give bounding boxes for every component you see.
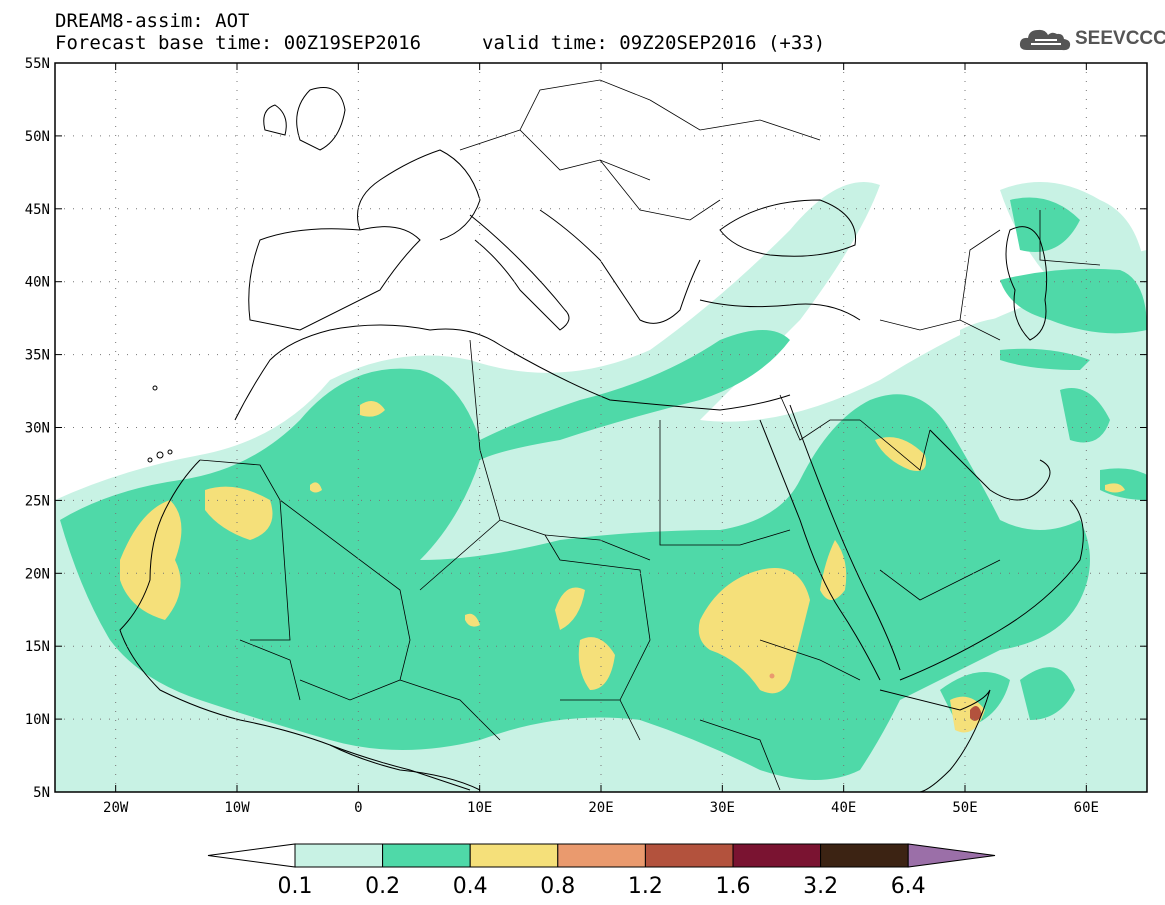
lat-label: 50N	[25, 129, 50, 145]
lat-label: 25N	[25, 493, 50, 509]
lon-label: 0	[354, 800, 362, 816]
lat-label: 45N	[25, 202, 50, 218]
colorbar-arrow-low	[207, 843, 296, 868]
lat-label: 30N	[25, 421, 50, 437]
colorbar-swatch	[644, 843, 734, 868]
seevccc-logo: SEEVCCC	[1017, 24, 1165, 56]
lat-label: 35N	[25, 348, 50, 364]
lon-label: 20W	[103, 800, 129, 816]
colorbar-swatch	[820, 843, 909, 868]
colorbar-label: 6.4	[891, 874, 926, 899]
lat-label: 20N	[25, 566, 50, 582]
forecast-base-time: Forecast base time: 00Z19SEP2016	[55, 32, 422, 54]
aot-band-0-2	[60, 197, 1147, 780]
aot-band-high	[769, 673, 982, 721]
lat-label: 10N	[25, 712, 50, 728]
colorbar-arrow-high	[907, 843, 996, 868]
lon-label: 30E	[710, 800, 735, 816]
colorbar-swatch	[382, 843, 471, 868]
map-frame	[54, 62, 1148, 793]
colorbar-swatch	[294, 843, 384, 868]
lat-label: 5N	[33, 785, 50, 801]
colorbar-label: 1.6	[716, 874, 751, 899]
lat-label: 15N	[25, 639, 50, 655]
lat-lon-grid	[55, 62, 1147, 793]
lat-label: 40N	[25, 275, 50, 291]
lon-label: 20E	[588, 800, 613, 816]
lon-label: 10E	[467, 800, 492, 816]
lon-label: 50E	[952, 800, 977, 816]
valid-time: valid time: 09Z20SEP2016 (+33)	[482, 32, 826, 54]
colorbar-label: 0.1	[278, 874, 313, 899]
lat-label: 55N	[25, 56, 50, 72]
lon-label: 60E	[1074, 800, 1099, 816]
lon-label: 10W	[224, 800, 250, 816]
logo-text: SEEVCCC	[1075, 28, 1165, 49]
colorbar-label: 3.2	[803, 874, 838, 899]
aot-field	[55, 182, 1147, 792]
colorbar-label: 0.2	[365, 874, 400, 899]
colorbar-swatch	[469, 843, 559, 868]
country-borders	[199, 79, 1101, 791]
cloud-logo-icon	[1019, 29, 1071, 51]
aot-band-0-4	[120, 401, 1125, 733]
coastlines	[119, 87, 1084, 792]
colorbar-label: 1.2	[628, 874, 663, 899]
map-title: DREAM8-assim: AOT	[55, 10, 250, 32]
colorbar-label: 0.4	[453, 874, 488, 899]
colorbar-swatch	[732, 843, 822, 868]
lon-label: 40E	[831, 800, 856, 816]
colorbar-label: 0.8	[540, 874, 575, 899]
colorbar-swatch	[557, 843, 646, 868]
latitude-labels: 55N 50N 45N 40N 35N 30N 25N 20N 15N 10N 5N	[25, 56, 50, 801]
longitude-labels: 20W 10W 0 10E 20E 30E 40E 50E 60E	[103, 800, 1099, 816]
